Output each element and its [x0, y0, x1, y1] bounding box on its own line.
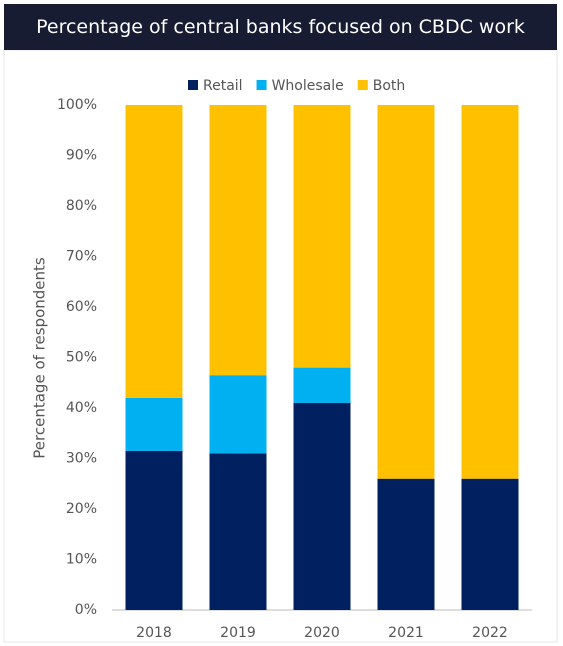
bar-segment — [209, 375, 267, 454]
chart-title: Percentage of central banks focused on C… — [4, 4, 557, 50]
y-tick-label: 20% — [66, 501, 97, 517]
bar-segment — [209, 105, 267, 376]
y-tick-label: 40% — [66, 400, 97, 416]
legend-swatch — [188, 80, 198, 90]
bar-segment — [461, 105, 519, 479]
y-tick-label: 100% — [57, 97, 97, 113]
y-tick-label: 60% — [66, 299, 97, 315]
bar-segment — [209, 453, 267, 610]
x-tick-label: 2020 — [304, 625, 340, 641]
legend-label: Wholesale — [272, 78, 344, 94]
bar-segment — [377, 105, 435, 479]
y-tick-label: 30% — [66, 451, 97, 467]
legend-label: Retail — [203, 78, 243, 94]
y-tick-label: 0% — [75, 602, 97, 618]
bar-segment — [293, 105, 351, 368]
bar-segment — [461, 478, 519, 610]
y-tick-label: 70% — [66, 249, 97, 265]
y-axis-label: Percentage of respondents — [31, 257, 49, 459]
bar-segment — [125, 397, 183, 451]
x-tick-label: 2021 — [388, 625, 424, 641]
legend-swatch — [256, 80, 267, 90]
y-tick-label: 80% — [66, 198, 97, 214]
y-tick-label: 90% — [66, 148, 97, 164]
legend-swatch — [357, 80, 368, 90]
bar-segment — [377, 478, 435, 610]
x-tick-label: 2022 — [472, 625, 508, 641]
x-tick-label: 2018 — [136, 625, 172, 641]
legend-label: Both — [373, 78, 406, 94]
y-tick-label: 10% — [66, 552, 97, 568]
bar-segment — [293, 402, 351, 610]
y-tick-label: 50% — [66, 350, 97, 366]
x-tick-label: 2019 — [220, 625, 256, 641]
bar-segment — [125, 105, 183, 398]
bar-segment — [293, 367, 351, 403]
bar-segment — [125, 450, 183, 610]
